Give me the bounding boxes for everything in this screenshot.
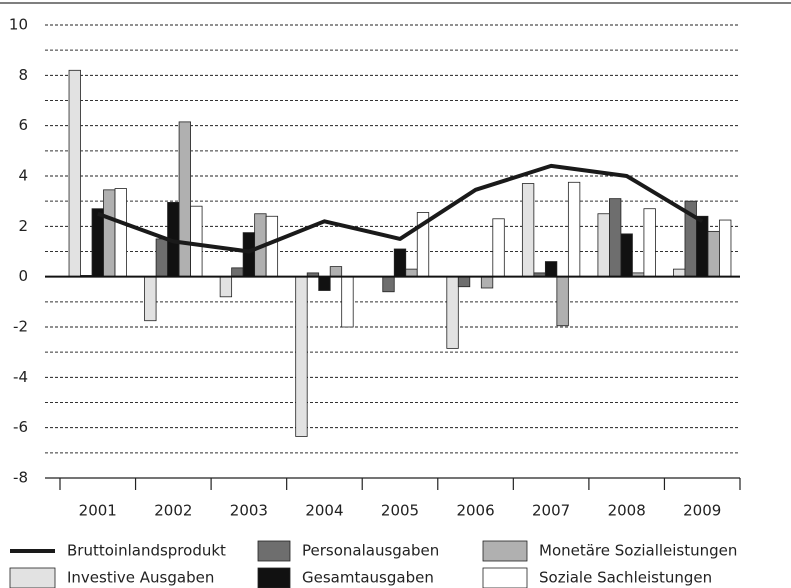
y-tick-label: -8 (13, 469, 28, 487)
bar (265, 215, 279, 278)
bar (620, 233, 633, 278)
bar (673, 268, 686, 278)
y-tick-label: 8 (18, 66, 28, 84)
legend-label: Investive Ausgaben (67, 569, 214, 587)
x-tick-label: 2001 (79, 502, 117, 520)
legend-label: Soziale Sachleistungen (539, 569, 712, 587)
line-series (97, 163, 704, 254)
x-tick-label: 2003 (230, 502, 268, 520)
bar (144, 276, 157, 322)
legend-swatch (257, 567, 291, 588)
y-tick-label: 6 (18, 116, 28, 134)
bar (242, 232, 256, 278)
bar (567, 181, 581, 278)
bar (382, 276, 395, 293)
bar (219, 276, 233, 298)
y-tick-label: -2 (13, 318, 28, 336)
x-tick-label: 2009 (683, 502, 721, 520)
bar (446, 276, 459, 349)
bar (329, 266, 343, 278)
bar (178, 121, 191, 278)
y-tick-label: 10 (9, 16, 28, 34)
legend-label: Personalausgaben (302, 542, 439, 560)
bar (103, 189, 116, 278)
bar (190, 205, 203, 278)
bar (231, 267, 244, 278)
bar (405, 268, 418, 278)
bar (521, 183, 535, 278)
bar (318, 276, 331, 291)
x-tick-label: 2002 (154, 502, 192, 520)
bar (544, 261, 558, 278)
bar (114, 188, 127, 278)
x-tick-label: 2006 (456, 502, 494, 520)
y-tick-label: 2 (18, 217, 28, 235)
legend-label: Monetäre Sozialleistungen (539, 542, 737, 560)
bar (609, 198, 622, 278)
bar (597, 213, 610, 278)
bar (91, 208, 104, 278)
bar (480, 276, 494, 289)
x-tick-label: 2004 (305, 502, 343, 520)
bar (719, 219, 732, 278)
bar (341, 276, 354, 328)
x-tick-label: 2008 (608, 502, 646, 520)
bar (393, 248, 407, 278)
y-tick-label: -4 (13, 368, 28, 386)
legend-swatch (9, 567, 56, 588)
x-tick-label: 2007 (532, 502, 570, 520)
y-tick-label: 0 (18, 267, 28, 285)
y-tick-label: 4 (18, 167, 28, 185)
bar (696, 215, 709, 278)
bar (556, 276, 569, 327)
bar (643, 208, 656, 278)
y-tick-label: -6 (13, 418, 28, 436)
bar (68, 69, 81, 278)
legend-label: Bruttoinlandsprodukt (67, 542, 226, 560)
bar (155, 238, 168, 278)
bar (492, 218, 505, 278)
lines (97, 163, 704, 254)
bar (707, 230, 720, 278)
legend-swatch (482, 567, 528, 588)
bar (295, 276, 308, 437)
legend-swatch (257, 540, 291, 562)
legend-label: Gesamtausgaben (302, 569, 434, 587)
legend: Bruttoinlandsprodukt Investive Ausgaben Pe… (9, 540, 737, 588)
legend-swatch (482, 540, 528, 562)
bar (457, 276, 471, 288)
x-tick-label: 2005 (381, 502, 419, 520)
